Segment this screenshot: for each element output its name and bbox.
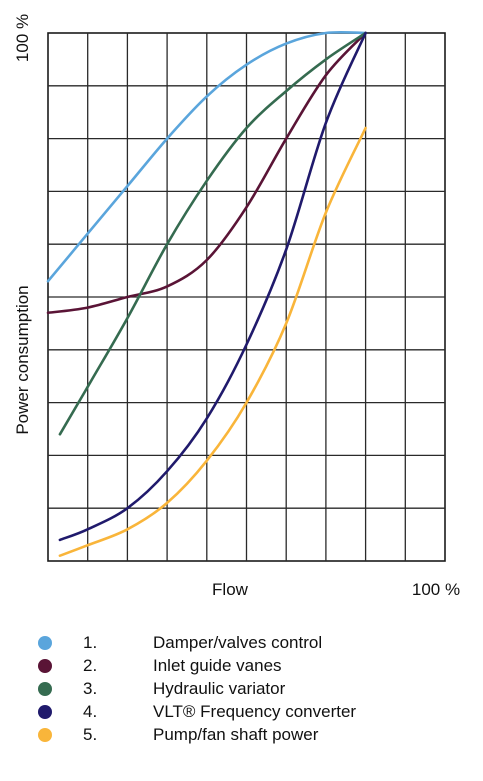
- x-axis-end-label: 100 %: [412, 580, 460, 599]
- series-line-3: [58, 31, 367, 436]
- legend-item: 1. Damper/valves control: [38, 632, 468, 654]
- legend-item: 3. Hydraulic variator: [38, 678, 468, 700]
- legend: 1. Damper/valves control 2. Inlet guide …: [38, 632, 468, 747]
- legend-label: Inlet guide vanes: [153, 656, 282, 675]
- legend-label: Pump/fan shaft power: [153, 725, 319, 744]
- legend-number: 3.: [83, 679, 98, 698]
- legend-swatch: [38, 705, 52, 719]
- legend-label: Damper/valves control: [153, 633, 323, 652]
- legend-label: VLT® Frequency converter: [153, 702, 357, 721]
- series-line-2: [46, 31, 367, 315]
- legend-item: 2. Inlet guide vanes: [38, 655, 468, 677]
- legend-swatch: [38, 636, 52, 650]
- series-lines: [46, 30, 367, 557]
- legend-swatch: [38, 728, 52, 742]
- grid: [47, 32, 446, 562]
- series-line-1: [46, 30, 367, 283]
- legend-label: Hydraulic variator: [153, 679, 286, 698]
- series-line-4: [58, 31, 367, 542]
- legend-swatch: [38, 682, 52, 696]
- series-line-5: [58, 126, 367, 557]
- legend-number: 5.: [83, 725, 98, 744]
- legend-number: 2.: [83, 656, 98, 675]
- legend-item: 5. Pump/fan shaft power: [38, 724, 468, 746]
- chart: Flow 100 % Power consumption 100 %: [13, 14, 460, 599]
- legend-swatch: [38, 659, 52, 673]
- legend-item: 4. VLT® Frequency converter: [38, 701, 468, 723]
- y-axis-end-label: 100 %: [13, 14, 32, 62]
- legend-number: 4.: [83, 702, 98, 721]
- y-axis-label: Power consumption: [13, 285, 32, 434]
- x-axis-label: Flow: [212, 580, 249, 599]
- legend-number: 1.: [83, 633, 98, 652]
